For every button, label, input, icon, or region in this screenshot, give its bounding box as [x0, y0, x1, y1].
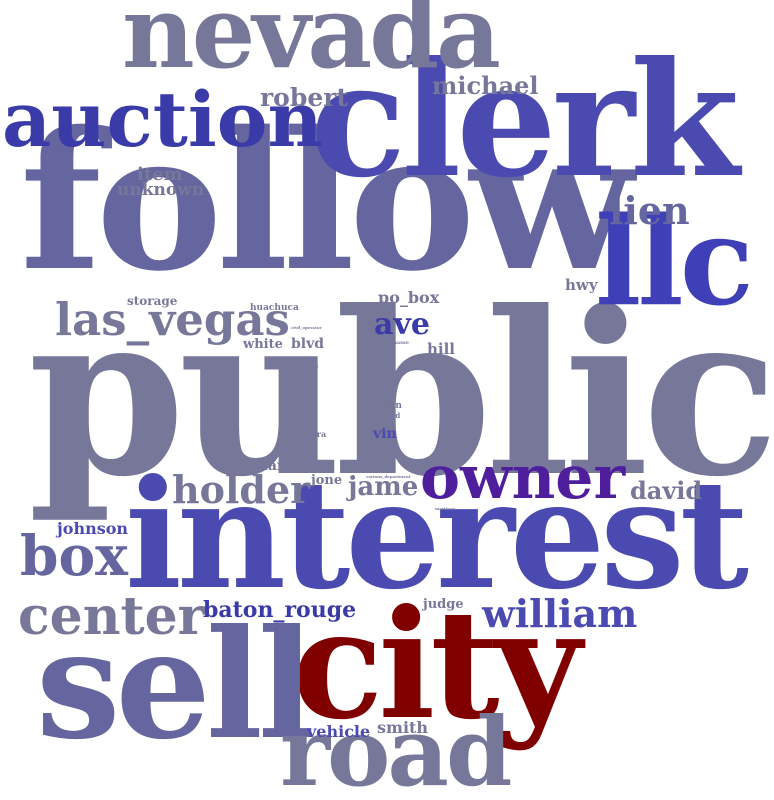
word-center: center: [18, 586, 206, 647]
word-white: white: [243, 337, 283, 352]
word-follow: follow: [20, 90, 633, 313]
word-gas: gas: [376, 375, 396, 386]
word-baton-rouge: baton_rouge: [203, 597, 357, 623]
word-clerk: clerk: [310, 28, 739, 213]
word-para: para: [306, 429, 327, 439]
word-blvd: blvd: [291, 336, 325, 352]
word-robert: robert: [260, 83, 348, 112]
word-martinez: martinez: [435, 506, 456, 511]
word-riverbaree: riverbaree: [525, 344, 549, 349]
word-box: box: [20, 523, 128, 588]
word-sell: sell: [36, 597, 315, 773]
word-jame: jame: [348, 472, 419, 502]
word-jone: jone: [311, 473, 343, 488]
word-las-vegas: las_vegas: [55, 293, 290, 346]
word-holder: holder: [172, 467, 311, 512]
word-allen: allen: [377, 401, 402, 411]
word-vehicle: vehicle: [307, 722, 371, 741]
word-david: david: [630, 476, 703, 505]
word-michael: michael: [432, 71, 539, 100]
word-unknown: unknown: [117, 180, 205, 200]
word-interest: interest: [125, 447, 749, 623]
word-llc: llc: [595, 189, 754, 333]
word-civil-operator: civil_operator: [291, 325, 322, 330]
word-smith: smith: [377, 718, 429, 737]
word-owner: owner: [420, 443, 626, 513]
word-city: city: [292, 577, 582, 753]
word-mary: mary: [253, 458, 293, 474]
word-judge: judge: [423, 597, 464, 612]
word-public: public: [28, 263, 774, 527]
word-auction: auction: [2, 75, 323, 164]
word-vin: vin: [373, 426, 397, 442]
word-belle-chasse: belle_chasse: [374, 340, 409, 346]
word-storage: storage: [127, 294, 178, 308]
word-ford: ford: [384, 411, 401, 420]
word-ave: ave: [374, 307, 430, 342]
word-johnson: johnson: [57, 519, 129, 538]
word-po-box: po_box: [378, 288, 440, 307]
word-nevada: nevada: [122, 0, 501, 91]
word-item: item: [137, 164, 183, 185]
word-huachuca: huachuca: [250, 303, 299, 313]
word-various-department: various_department: [366, 474, 411, 479]
word-por: por: [373, 387, 396, 401]
word-lien: lien: [609, 188, 690, 233]
word-control: control: [302, 364, 319, 369]
word-hwy: hwy: [565, 276, 598, 294]
word-hill: hill: [427, 340, 456, 358]
word-william: william: [482, 591, 638, 636]
word-road: road: [280, 697, 512, 800]
